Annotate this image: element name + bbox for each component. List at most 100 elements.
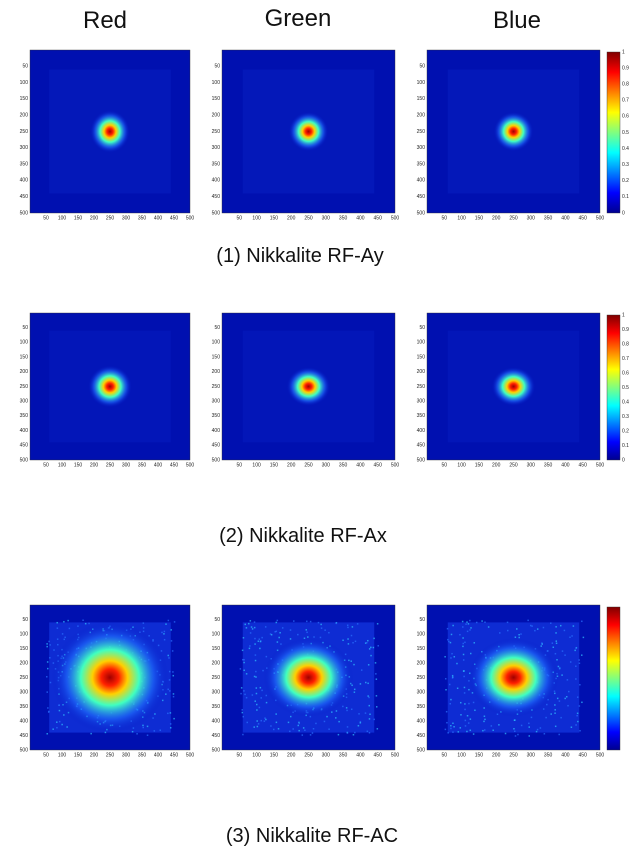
speckle	[61, 724, 63, 726]
speckle	[465, 725, 467, 727]
y-tick-label: 350	[212, 161, 221, 167]
y-tick-label: 200	[212, 660, 221, 666]
colorbar-tick-label: 0.7	[622, 98, 629, 104]
speckle	[241, 687, 243, 689]
x-tick-label: 150	[74, 752, 83, 758]
speckle	[446, 711, 448, 713]
x-tick-label: 350	[544, 462, 553, 468]
speckle	[243, 716, 245, 718]
speckle	[242, 650, 244, 652]
y-tick-label: 300	[212, 399, 221, 405]
y-tick-label: 200	[20, 369, 29, 375]
speckle	[306, 621, 308, 623]
colorbar-tick-label: 0.5	[622, 130, 629, 136]
x-tick-label: 300	[322, 462, 331, 468]
speckle	[266, 702, 268, 704]
speckle	[469, 620, 471, 622]
speckle	[515, 735, 517, 737]
y-tick-label: 300	[20, 689, 29, 695]
speckle	[258, 723, 260, 725]
y-tick-label: 500	[20, 210, 29, 216]
x-tick-label: 400	[154, 752, 163, 758]
speckle	[350, 660, 352, 662]
speckle	[321, 627, 323, 629]
speckle	[567, 679, 569, 681]
speckle	[481, 620, 483, 622]
speckle	[164, 639, 166, 641]
y-tick-label: 500	[20, 457, 29, 463]
speckle	[328, 632, 330, 634]
speckle	[447, 639, 449, 641]
speckle	[346, 710, 348, 712]
x-tick-label: 200	[90, 752, 99, 758]
y-tick-label: 200	[20, 660, 29, 666]
speckle	[46, 733, 48, 735]
speckle	[576, 715, 578, 717]
speckle	[447, 732, 449, 734]
y-tick-label: 50	[214, 64, 220, 70]
x-tick-label: 200	[492, 752, 501, 758]
colorbar-tick-label: 0.7	[622, 356, 629, 362]
speckle	[553, 647, 555, 649]
heatmap-spot	[88, 365, 132, 407]
speckle	[254, 700, 256, 702]
x-tick-label: 400	[561, 215, 570, 221]
speckle	[351, 709, 353, 711]
speckle	[554, 712, 556, 714]
y-tick-label: 350	[417, 413, 426, 419]
speckle	[447, 628, 449, 630]
y-tick-label: 150	[20, 354, 29, 360]
x-tick-label: 250	[509, 752, 518, 758]
speckle	[324, 721, 326, 723]
y-tick-label: 300	[417, 689, 426, 695]
speckle	[505, 733, 507, 735]
y-tick-label: 400	[417, 428, 426, 434]
speckle	[465, 720, 467, 722]
speckle	[567, 705, 569, 707]
speckle	[581, 654, 583, 656]
speckle	[492, 729, 494, 731]
speckle	[352, 642, 354, 644]
speckle	[463, 676, 465, 678]
speckle	[249, 645, 251, 647]
x-tick-label: 150	[74, 215, 83, 221]
speckle	[47, 661, 49, 663]
x-tick-label: 450	[170, 215, 179, 221]
y-tick-label: 500	[417, 210, 426, 216]
speckle	[527, 620, 529, 622]
speckle	[46, 691, 48, 693]
speckle	[342, 706, 344, 708]
x-tick-label: 350	[339, 752, 348, 758]
y-tick-label: 350	[417, 161, 426, 167]
y-tick-label: 400	[20, 178, 29, 184]
speckle	[513, 728, 515, 730]
x-tick-label: 450	[374, 752, 383, 758]
y-tick-label: 300	[417, 399, 426, 405]
colorbar-tick-label: 1	[622, 312, 625, 318]
speckle	[365, 712, 367, 714]
y-tick-label: 100	[212, 80, 221, 86]
x-tick-label: 300	[122, 752, 131, 758]
speckle	[499, 632, 501, 634]
speckle	[365, 682, 367, 684]
speckle	[312, 732, 314, 734]
y-tick-label: 400	[417, 178, 426, 184]
speckle	[460, 727, 462, 729]
colorbar-tick-label: 0.5	[622, 385, 629, 391]
speckle	[450, 725, 452, 727]
y-tick-label: 150	[20, 646, 29, 652]
speckle	[575, 724, 577, 726]
y-tick-label: 50	[22, 64, 28, 70]
speckle	[577, 696, 579, 698]
speckle	[347, 625, 349, 627]
speckle	[373, 638, 375, 640]
y-tick-label: 250	[417, 129, 426, 135]
speckle	[578, 659, 580, 661]
y-tick-label: 200	[20, 113, 29, 119]
x-tick-label: 500	[596, 462, 605, 468]
column-header: Green	[265, 5, 332, 32]
y-tick-label: 250	[212, 129, 221, 135]
x-tick-label: 250	[304, 752, 313, 758]
speckle	[347, 638, 349, 640]
y-tick-label: 150	[212, 354, 221, 360]
